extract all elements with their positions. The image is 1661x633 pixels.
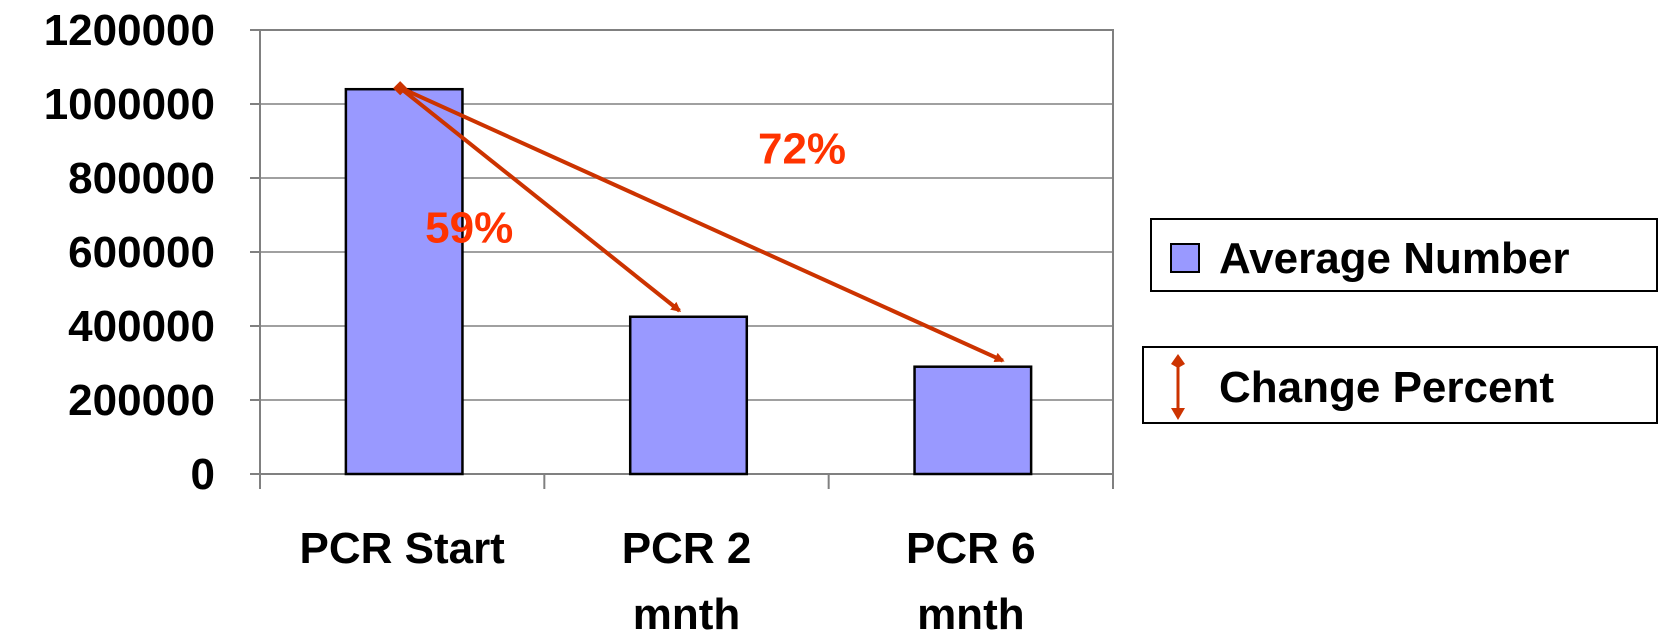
y-tick-label: 600000 (68, 228, 215, 277)
legend-label-average-number: Average Number (1219, 234, 1570, 283)
y-tick-label: 1000000 (44, 80, 215, 129)
x-category-label: mnth (633, 590, 741, 633)
y-tick-label: 200000 (68, 376, 215, 425)
change-arrows: 59% 72% (393, 81, 1005, 363)
x-category-label: PCR Start (299, 524, 505, 573)
change-arrow-59pct (397, 85, 682, 313)
y-tick-label: 1200000 (44, 6, 215, 55)
double-arrow-icon (1171, 354, 1185, 420)
bar-pcr-start (344, 87, 464, 476)
bars (344, 87, 1033, 476)
x-category-label: PCR 2 (622, 524, 752, 573)
y-tick-label: 800000 (68, 154, 215, 203)
legend-average-number: Average Number (1150, 218, 1658, 292)
legend-change-percent: Change Percent (1142, 346, 1658, 424)
y-tick-label: 400000 (68, 302, 215, 351)
y-tick-labels: 0 200000 400000 600000 800000 1000000 1200000 (44, 6, 215, 499)
bar-pcr-6-mnth (913, 365, 1033, 476)
arrow-origin-marker (393, 81, 408, 96)
legend-label-change-percent: Change Percent (1219, 363, 1554, 412)
x-category-label: PCR 6 (906, 524, 1036, 573)
bar-swatch (1170, 243, 1200, 273)
change-arrow-72pct (398, 85, 1005, 363)
change-percent-label: 59% (425, 204, 513, 253)
x-category-label: mnth (917, 590, 1025, 633)
change-percent-label: 72% (758, 125, 846, 174)
x-category-labels: PCR Start PCR 2 mnth PCR 6 mnth (299, 524, 1035, 633)
bar-pcr-2-mnth (628, 315, 749, 476)
y-tick-label: 0 (191, 450, 215, 499)
